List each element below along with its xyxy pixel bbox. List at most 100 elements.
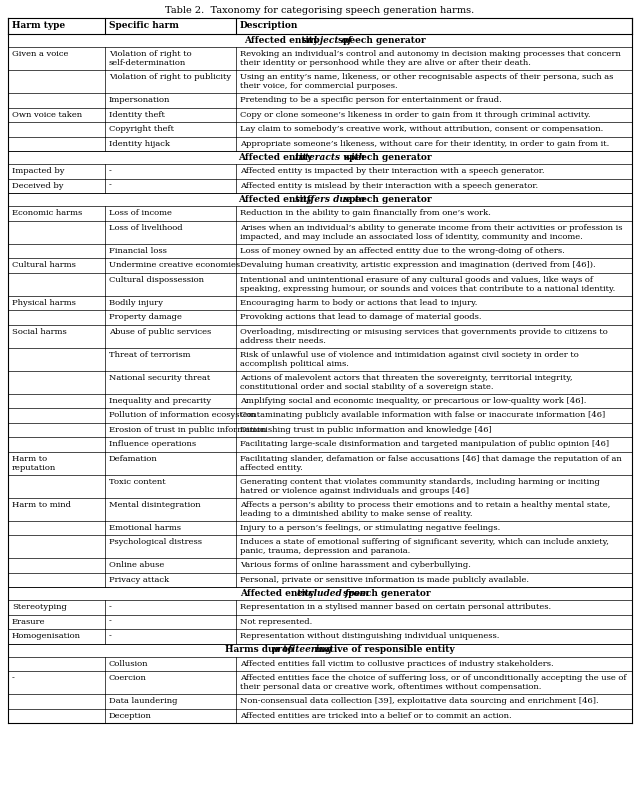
Text: Data laundering: Data laundering: [109, 697, 177, 705]
Text: Devaluing human creativity, artistic expression and imagination (derived from [4: Devaluing human creativity, artistic exp…: [240, 261, 595, 269]
Text: Appropriate someone’s likeness, without care for their identity, in order to gai: Appropriate someone’s likeness, without …: [240, 139, 609, 147]
Text: Specific harm: Specific harm: [109, 21, 179, 30]
Text: Collusion: Collusion: [109, 660, 148, 667]
Text: Non-consensual data collection [39], exploitative data sourcing and enrichment [: Non-consensual data collection [39], exp…: [240, 697, 598, 705]
Text: Stereotyping: Stereotyping: [12, 603, 67, 611]
Text: subject of: subject of: [302, 36, 351, 45]
Text: speech generator: speech generator: [341, 195, 432, 204]
Text: speech generator: speech generator: [341, 153, 432, 162]
Text: Threat of terrorism: Threat of terrorism: [109, 351, 190, 359]
Text: Violation of right to
self-determination: Violation of right to self-determination: [109, 50, 191, 67]
Text: National security threat: National security threat: [109, 374, 210, 381]
Text: -: -: [109, 618, 111, 626]
Text: Arises when an individual’s ability to generate income from their activities or : Arises when an individual’s ability to g…: [240, 224, 622, 240]
Text: Amplifying social and economic inequality, or precarious or low-quality work [46: Amplifying social and economic inequalit…: [240, 396, 586, 404]
Text: Erasure: Erasure: [12, 618, 45, 626]
Text: Affected entity: Affected entity: [244, 36, 322, 45]
Text: Copy or clone someone’s likeness in order to gain from it through criminal activ: Copy or clone someone’s likeness in orde…: [240, 110, 590, 118]
Text: -: -: [109, 632, 111, 640]
Text: Impersonation: Impersonation: [109, 96, 170, 104]
Text: motive of responsible entity: motive of responsible entity: [311, 645, 455, 655]
Text: Revoking an individual’s control and autonomy in decision making processes that : Revoking an individual’s control and aut…: [240, 50, 621, 67]
Text: Representation in a stylised manner based on certain personal attributes.: Representation in a stylised manner base…: [240, 603, 551, 611]
Text: excluded from: excluded from: [297, 589, 369, 598]
Text: Generating content that violates community standards, including harming or incit: Generating content that violates communi…: [240, 478, 600, 495]
Text: -: -: [109, 603, 111, 611]
Text: Property damage: Property damage: [109, 313, 182, 321]
Text: Deceived by: Deceived by: [12, 181, 63, 189]
Text: Pretending to be a specific person for entertainment or fraud.: Pretending to be a specific person for e…: [240, 96, 502, 104]
Text: Privacy attack: Privacy attack: [109, 575, 169, 583]
Text: Cultural dispossession: Cultural dispossession: [109, 276, 204, 284]
Text: Facilitating large-scale disinformation and targeted manipulation of public opin: Facilitating large-scale disinformation …: [240, 440, 609, 448]
Text: Defamation: Defamation: [109, 455, 157, 463]
Text: Inequality and precarity: Inequality and precarity: [109, 396, 211, 404]
Text: Overloading, misdirecting or misusing services that governments provide to citiz: Overloading, misdirecting or misusing se…: [240, 328, 607, 344]
Text: Contaminating publicly available information with false or inaccurate informatio: Contaminating publicly available informa…: [240, 411, 605, 419]
Text: Loss of income: Loss of income: [109, 209, 172, 217]
Text: Homogenisation: Homogenisation: [12, 632, 81, 640]
Text: Coercion: Coercion: [109, 674, 147, 682]
Text: speech generator: speech generator: [340, 589, 430, 598]
Text: Toxic content: Toxic content: [109, 478, 165, 485]
Text: Economic harms: Economic harms: [12, 209, 83, 217]
Text: Identity hijack: Identity hijack: [109, 139, 170, 147]
Text: Affected entities are tricked into a belief or to commit an action.: Affected entities are tricked into a bel…: [240, 712, 511, 719]
Text: Not represented.: Not represented.: [240, 618, 312, 626]
Text: speech generator: speech generator: [335, 36, 426, 45]
Text: Psychological distress: Psychological distress: [109, 538, 202, 546]
Text: Influence operations: Influence operations: [109, 440, 196, 448]
Text: Injury to a person’s feelings, or stimulating negative feelings.: Injury to a person’s feelings, or stimul…: [240, 523, 500, 531]
Text: Bodily injury: Bodily injury: [109, 299, 163, 307]
Text: Own voice taken: Own voice taken: [12, 110, 82, 118]
Text: Undermine creative economies: Undermine creative economies: [109, 261, 240, 269]
Text: Harm to
reputation: Harm to reputation: [12, 455, 56, 472]
Text: Intentional and unintentional erasure of any cultural goods and values, like way: Intentional and unintentional erasure of…: [240, 276, 615, 292]
Text: Reduction in the ability to gain financially from one’s work.: Reduction in the ability to gain financi…: [240, 209, 491, 217]
Text: Provoking actions that lead to damage of material goods.: Provoking actions that lead to damage of…: [240, 313, 481, 321]
Text: Description: Description: [240, 21, 298, 30]
Text: Identity theft: Identity theft: [109, 110, 164, 118]
Text: Impacted by: Impacted by: [12, 167, 65, 175]
Text: Given a voice: Given a voice: [12, 50, 68, 58]
Text: Representation without distinguishing individual uniqueness.: Representation without distinguishing in…: [240, 632, 499, 640]
Text: Using an entity’s name, likeness, or other recognisable aspects of their persona: Using an entity’s name, likeness, or oth…: [240, 73, 613, 90]
Text: Cultural harms: Cultural harms: [12, 261, 76, 269]
Text: Physical harms: Physical harms: [12, 299, 76, 307]
Text: Violation of right to publicity: Violation of right to publicity: [109, 73, 231, 81]
Text: Financial loss: Financial loss: [109, 247, 166, 255]
Text: Loss of money owned by an affected entity due to the wrong-doing of others.: Loss of money owned by an affected entit…: [240, 247, 564, 255]
Text: Table 2.  Taxonomy for categorising speech generation harms.: Table 2. Taxonomy for categorising speec…: [165, 6, 475, 15]
Text: Deception: Deception: [109, 712, 152, 719]
Text: Personal, private or sensitive information is made publicly available.: Personal, private or sensitive informati…: [240, 575, 529, 583]
Text: Pollution of information ecosystem: Pollution of information ecosystem: [109, 411, 255, 419]
Text: Affected entity: Affected entity: [238, 153, 316, 162]
Text: Lay claim to somebody’s creative work, without attribution, consent or compensat: Lay claim to somebody’s creative work, w…: [240, 125, 603, 133]
Text: Risk of unlawful use of violence and intimidation against civil society in order: Risk of unlawful use of violence and int…: [240, 351, 579, 368]
Text: Diminishing trust in public information and knowledge [46]: Diminishing trust in public information …: [240, 426, 492, 433]
Text: Induces a state of emotional suffering of significant severity, which can includ: Induces a state of emotional suffering o…: [240, 538, 609, 556]
Text: Affected entity: Affected entity: [239, 589, 317, 598]
Text: suffers due to: suffers due to: [295, 195, 365, 204]
Text: Abuse of public services: Abuse of public services: [109, 328, 211, 336]
Text: Social harms: Social harms: [12, 328, 67, 336]
Text: Affected entities fall victim to collusive practices of industry stakeholders.: Affected entities fall victim to collusi…: [240, 660, 554, 667]
Text: Affected entity: Affected entity: [238, 195, 316, 204]
Text: Encouraging harm to body or actions that lead to injury.: Encouraging harm to body or actions that…: [240, 299, 477, 307]
Text: Affected entity is mislead by their interaction with a speech generator.: Affected entity is mislead by their inte…: [240, 181, 538, 189]
Text: Affected entities face the choice of suffering loss, or of unconditionally accep: Affected entities face the choice of suf…: [240, 674, 627, 691]
Text: -: -: [109, 181, 111, 189]
Text: Copyright theft: Copyright theft: [109, 125, 173, 133]
Text: Facilitating slander, defamation or false accusations [46] that damage the reput: Facilitating slander, defamation or fals…: [240, 455, 621, 472]
Text: Actions of malevolent actors that threaten the sovereignty, territorial integrit: Actions of malevolent actors that threat…: [240, 374, 572, 391]
Text: interacts with: interacts with: [295, 153, 365, 162]
Text: Mental disintegration: Mental disintegration: [109, 500, 200, 508]
Text: -: -: [12, 674, 15, 682]
Text: Online abuse: Online abuse: [109, 561, 164, 569]
Text: -: -: [109, 167, 111, 175]
Text: Affected entity is impacted by their interaction with a speech generator.: Affected entity is impacted by their int…: [240, 167, 544, 175]
Text: Emotional harms: Emotional harms: [109, 523, 180, 531]
Text: Loss of livelihood: Loss of livelihood: [109, 224, 182, 232]
Text: Various forms of online harassment and cyberbullying.: Various forms of online harassment and c…: [240, 561, 470, 569]
Text: Affects a person’s ability to process their emotions and to retain a healthy men: Affects a person’s ability to process th…: [240, 500, 610, 518]
